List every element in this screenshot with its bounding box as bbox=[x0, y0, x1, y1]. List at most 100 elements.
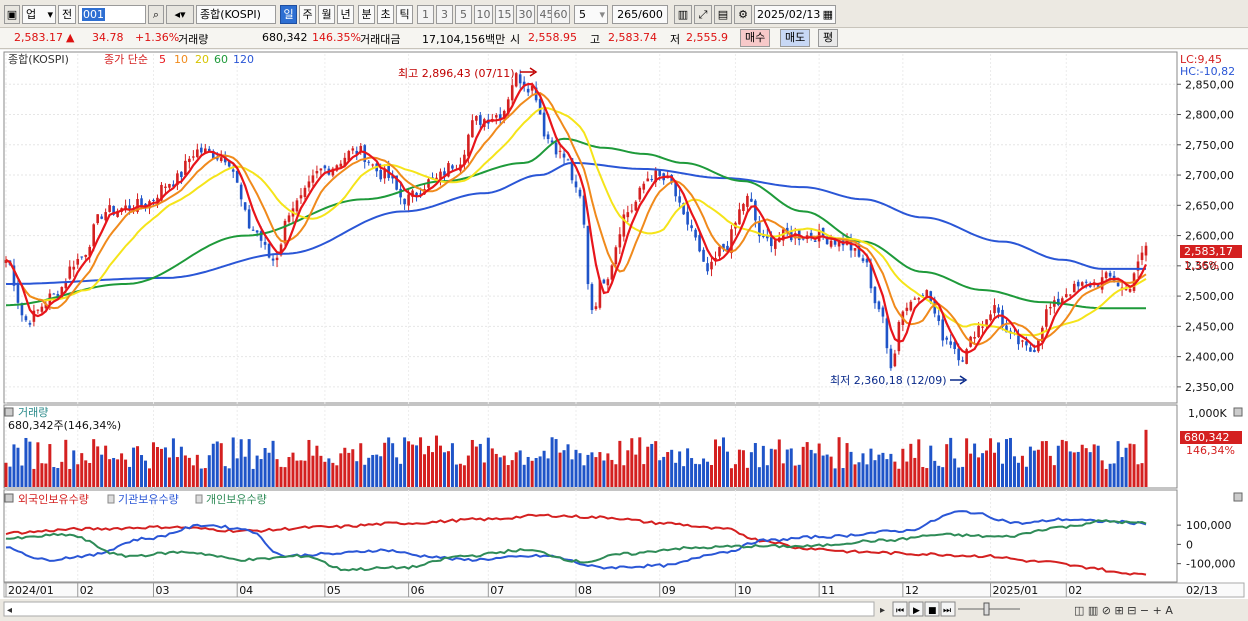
candle-body bbox=[550, 140, 554, 143]
volume-bar bbox=[56, 467, 60, 487]
candle-body bbox=[84, 254, 88, 257]
holdings-panel-close-icon[interactable] bbox=[1233, 492, 1243, 502]
volume-bar bbox=[442, 452, 446, 487]
interval-10[interactable]: 10 bbox=[474, 5, 493, 24]
candle-body bbox=[112, 205, 115, 215]
draw-tool-icon[interactable]: ⤢ bbox=[694, 5, 712, 24]
candle-body bbox=[754, 200, 757, 221]
play-icon[interactable] bbox=[908, 601, 924, 617]
candle-body bbox=[104, 212, 107, 221]
svg-text:▶: ▶ bbox=[913, 606, 920, 616]
volume-bar bbox=[821, 455, 825, 487]
interval-60[interactable]: 60 bbox=[551, 5, 570, 24]
candle-body bbox=[255, 230, 259, 233]
candle-body bbox=[614, 247, 618, 265]
scrollbar-track[interactable] bbox=[3, 601, 875, 617]
volume-bar bbox=[953, 458, 957, 487]
candle-body bbox=[471, 120, 474, 138]
scroll-right-icon[interactable]: ▸ bbox=[880, 605, 885, 616]
interval-5[interactable]: 5 bbox=[455, 5, 472, 24]
chart-area[interactable]: 2,850,00 2,800,00 2,750,00 2,700,00 2,650,00… bbox=[0, 50, 1248, 621]
period-minute[interactable]: 분 bbox=[358, 5, 375, 24]
buy-button[interactable]: 매수 bbox=[740, 29, 771, 47]
gear-icon[interactable]: ⚙ bbox=[734, 5, 752, 24]
count-field[interactable]: 265/600 bbox=[612, 5, 668, 24]
volume-bar bbox=[554, 439, 558, 487]
volume-bar bbox=[714, 439, 718, 487]
market-select[interactable]: 업 ▾ bbox=[22, 5, 56, 24]
candle-body bbox=[1041, 327, 1044, 343]
volume-bar bbox=[136, 446, 140, 487]
code-input[interactable]: 001 bbox=[78, 5, 146, 24]
ma5-legend: 5 bbox=[159, 53, 166, 66]
stop-icon[interactable] bbox=[924, 601, 940, 617]
prev-button[interactable]: 전 bbox=[58, 5, 76, 24]
volume-bar bbox=[1080, 444, 1084, 487]
volume-bar bbox=[578, 453, 582, 487]
candle-body bbox=[275, 257, 279, 261]
date-field[interactable]: 2025/02/13 ▦ bbox=[754, 5, 836, 24]
annotation-arrows bbox=[520, 67, 968, 385]
volume-bar bbox=[961, 466, 965, 487]
volume-bar bbox=[1028, 446, 1032, 487]
volume-bar bbox=[235, 458, 239, 487]
candle-body bbox=[865, 258, 869, 263]
period-tick[interactable]: 틱 bbox=[396, 5, 413, 24]
last-page-icon[interactable] bbox=[940, 601, 956, 617]
volume-bar bbox=[1100, 460, 1104, 487]
interval-select[interactable]: 5 ▾ bbox=[574, 5, 608, 24]
candle-body bbox=[642, 183, 646, 190]
period-second[interactable]: 초 bbox=[377, 5, 394, 24]
period-week[interactable]: 주 bbox=[299, 5, 316, 24]
flat-button[interactable]: 평 bbox=[818, 29, 839, 47]
volume-bar bbox=[1020, 455, 1024, 487]
candle-body bbox=[60, 287, 64, 299]
volume-bar bbox=[949, 437, 953, 487]
candle-body bbox=[674, 181, 677, 197]
period-day[interactable]: 일 bbox=[280, 5, 297, 24]
holdings-tick-label: -100,000 bbox=[1186, 558, 1235, 571]
volume-bar bbox=[1104, 468, 1108, 487]
candle-body bbox=[961, 360, 964, 362]
candle-body bbox=[20, 303, 24, 316]
volume-bar bbox=[682, 466, 686, 487]
holdings-panel-menu-icon[interactable] bbox=[4, 493, 14, 503]
window-menu-icon[interactable]: ▣ bbox=[4, 5, 20, 24]
sell-button[interactable]: 매도 bbox=[780, 29, 811, 47]
tool-icons[interactable]: ◫ ▥ ⊘ ⊞ ⊟ − + A bbox=[1074, 604, 1173, 617]
volume-panel-close-icon[interactable] bbox=[1233, 407, 1243, 417]
save-icon[interactable]: ▤ bbox=[714, 5, 732, 24]
interval-15[interactable]: 15 bbox=[495, 5, 514, 24]
candle-body bbox=[837, 239, 841, 247]
volume-bar bbox=[1036, 449, 1040, 487]
candle-body bbox=[893, 353, 897, 367]
last-price-pct: 1,36% bbox=[1184, 259, 1219, 272]
period-month[interactable]: 월 bbox=[318, 5, 335, 24]
scroll-left-icon[interactable]: ◂ bbox=[7, 605, 12, 616]
volume-bar bbox=[40, 463, 44, 487]
date-value: 2025/02/13 bbox=[757, 8, 821, 21]
amount-value: 17,104,156백만 bbox=[422, 33, 506, 46]
first-page-icon[interactable] bbox=[892, 601, 908, 617]
candle-body bbox=[965, 349, 968, 364]
candle-body bbox=[538, 99, 542, 115]
high-arrow-icon bbox=[520, 67, 538, 77]
speaker-icon[interactable]: ◂▾ bbox=[166, 5, 194, 24]
search-icon[interactable]: ⌕ bbox=[148, 5, 164, 24]
candle-body bbox=[311, 175, 315, 183]
volume-panel-menu-icon[interactable] bbox=[4, 407, 14, 417]
interval-30[interactable]: 30 bbox=[516, 5, 535, 24]
volume-bar bbox=[371, 454, 375, 487]
indicator-icon[interactable]: ▥ bbox=[674, 5, 692, 24]
zoom-slider-thumb[interactable] bbox=[983, 602, 990, 616]
candle-body bbox=[383, 168, 386, 179]
period-year[interactable]: 년 bbox=[337, 5, 354, 24]
candle-body bbox=[590, 284, 594, 311]
volume-bar bbox=[534, 458, 538, 487]
candle-body bbox=[279, 244, 283, 256]
candle-body bbox=[475, 116, 478, 121]
interval-3[interactable]: 3 bbox=[436, 5, 453, 24]
candle-body bbox=[367, 161, 371, 163]
candle-body bbox=[411, 190, 414, 197]
interval-1[interactable]: 1 bbox=[417, 5, 434, 24]
